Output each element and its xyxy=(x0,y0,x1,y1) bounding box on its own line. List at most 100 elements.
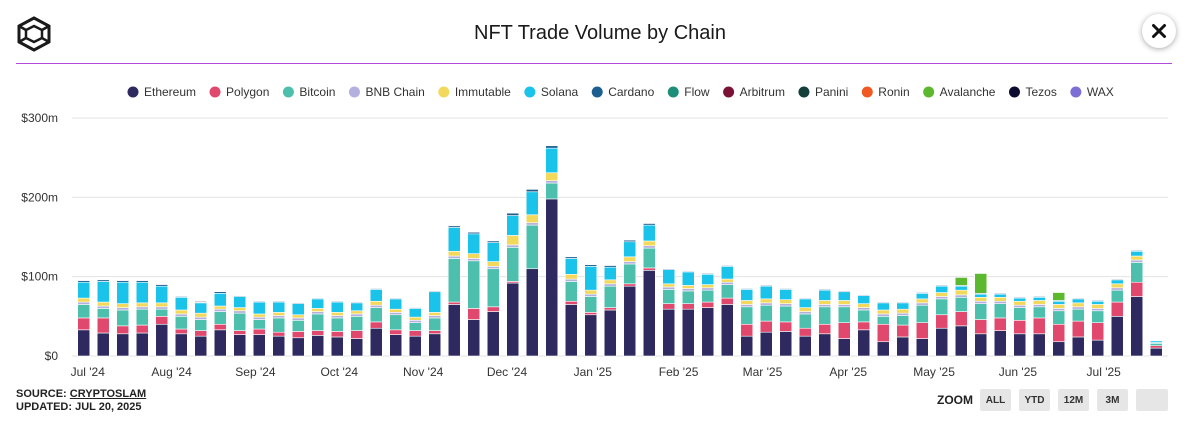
bar-segment[interactable] xyxy=(915,293,929,300)
bar-segment[interactable] xyxy=(818,289,832,301)
bar-segment[interactable] xyxy=(408,316,422,321)
bar-segment[interactable] xyxy=(779,303,793,307)
bar-segment[interactable] xyxy=(584,296,598,313)
bar-segment[interactable] xyxy=(974,319,988,335)
bar-segment[interactable] xyxy=(857,329,871,357)
bar-segment[interactable] xyxy=(486,242,500,262)
bar-segment[interactable] xyxy=(740,304,754,308)
bar-segment[interactable] xyxy=(545,145,559,149)
bar-segment[interactable] xyxy=(213,305,227,310)
bar-segment[interactable] xyxy=(584,312,598,316)
bar-segment[interactable] xyxy=(1071,297,1085,300)
bar-segment[interactable] xyxy=(174,296,188,298)
bar-segment[interactable] xyxy=(798,313,812,329)
zoom-custom-button[interactable] xyxy=(1136,389,1168,411)
bar-segment[interactable] xyxy=(954,296,968,312)
bar-segment[interactable] xyxy=(623,285,637,357)
bar-segment[interactable] xyxy=(681,285,695,289)
bar-segment[interactable] xyxy=(701,284,715,289)
bar-segment[interactable] xyxy=(350,310,364,315)
bar-segment[interactable] xyxy=(662,303,676,310)
bar-segment[interactable] xyxy=(740,300,754,305)
bar-segment[interactable] xyxy=(798,335,812,357)
bar-segment[interactable] xyxy=(759,302,773,306)
bar-segment[interactable] xyxy=(662,283,676,288)
bar-segment[interactable] xyxy=(272,335,286,357)
bar-segment[interactable] xyxy=(116,307,130,311)
bar-segment[interactable] xyxy=(428,291,442,313)
bar-segment[interactable] xyxy=(486,266,500,270)
bar-segment[interactable] xyxy=(155,323,169,357)
bar-segment[interactable] xyxy=(681,308,695,357)
bar-segment[interactable] xyxy=(311,297,325,300)
bar-segment[interactable] xyxy=(389,298,403,310)
bar-segment[interactable] xyxy=(408,307,422,309)
bar-segment[interactable] xyxy=(1110,279,1124,285)
bar-segment[interactable] xyxy=(720,265,734,267)
zoom-all-button[interactable]: ALL xyxy=(980,389,1011,411)
bar-segment[interactable] xyxy=(642,240,656,247)
bar-segment[interactable] xyxy=(954,311,968,327)
bar-segment[interactable] xyxy=(876,302,890,311)
bar-segment[interactable] xyxy=(1032,296,1046,301)
bar-segment[interactable] xyxy=(116,309,130,327)
bar-segment[interactable] xyxy=(603,285,617,308)
bar-segment[interactable] xyxy=(194,316,208,320)
bar-segment[interactable] xyxy=(174,296,188,311)
bar-segment[interactable] xyxy=(1013,333,1027,357)
bar-segment[interactable] xyxy=(1032,333,1046,357)
bar-segment[interactable] xyxy=(603,266,617,281)
bar-segment[interactable] xyxy=(233,307,247,312)
bar-segment[interactable] xyxy=(954,289,968,296)
bar-segment[interactable] xyxy=(213,311,227,325)
bar-segment[interactable] xyxy=(857,294,871,297)
bar-segment[interactable] xyxy=(350,330,364,339)
bar-segment[interactable] xyxy=(291,337,305,357)
bar-segment[interactable] xyxy=(174,328,188,335)
bar-segment[interactable] xyxy=(974,300,988,304)
bar-segment[interactable] xyxy=(701,287,715,291)
bar-segment[interactable] xyxy=(1110,316,1124,357)
bar-segment[interactable] xyxy=(194,302,208,314)
bar-segment[interactable] xyxy=(1032,317,1046,335)
bar-segment[interactable] xyxy=(954,277,968,286)
bar-segment[interactable] xyxy=(779,321,793,332)
bar-segment[interactable] xyxy=(681,288,695,292)
bar-segment[interactable] xyxy=(720,297,734,305)
source-link[interactable]: CRYPTOSLAM xyxy=(69,388,147,400)
bar-segment[interactable] xyxy=(1110,301,1124,317)
zoom-3m-button[interactable]: 3M xyxy=(1097,389,1128,411)
bar-segment[interactable] xyxy=(311,298,325,309)
bar-segment[interactable] xyxy=(135,280,149,283)
bar-segment[interactable] xyxy=(915,302,929,306)
legend-item[interactable]: Panini xyxy=(798,85,848,99)
bar-segment[interactable] xyxy=(428,315,442,319)
bar-segment[interactable] xyxy=(1013,296,1027,299)
bar-segment[interactable] xyxy=(837,338,851,357)
bar-segment[interactable] xyxy=(96,305,110,309)
bar-segment[interactable] xyxy=(369,300,383,306)
bar-segment[interactable] xyxy=(330,315,344,319)
bar-segment[interactable] xyxy=(272,315,286,319)
bar-segment[interactable] xyxy=(623,239,637,243)
zoom-12m-button[interactable]: 12M xyxy=(1058,389,1089,411)
bar-segment[interactable] xyxy=(935,298,949,316)
bar-segment[interactable] xyxy=(1052,341,1066,357)
bar-segment[interactable] xyxy=(135,306,149,310)
bar-segment[interactable] xyxy=(993,303,1007,319)
bar-segment[interactable] xyxy=(447,304,461,357)
bar-segment[interactable] xyxy=(174,316,188,330)
bar-segment[interactable] xyxy=(1032,304,1046,308)
bar-segment[interactable] xyxy=(1013,300,1027,306)
bar-segment[interactable] xyxy=(642,223,656,226)
bar-segment[interactable] xyxy=(1091,300,1105,305)
bar-segment[interactable] xyxy=(1091,304,1105,309)
bar-segment[interactable] xyxy=(389,334,403,357)
bar-segment[interactable] xyxy=(213,308,227,312)
bar-segment[interactable] xyxy=(1071,308,1085,322)
bar-segment[interactable] xyxy=(720,266,734,280)
bar-segment[interactable] xyxy=(603,279,617,285)
bar-segment[interactable] xyxy=(720,278,734,283)
bar-segment[interactable] xyxy=(155,316,169,325)
bar-segment[interactable] xyxy=(740,289,754,301)
